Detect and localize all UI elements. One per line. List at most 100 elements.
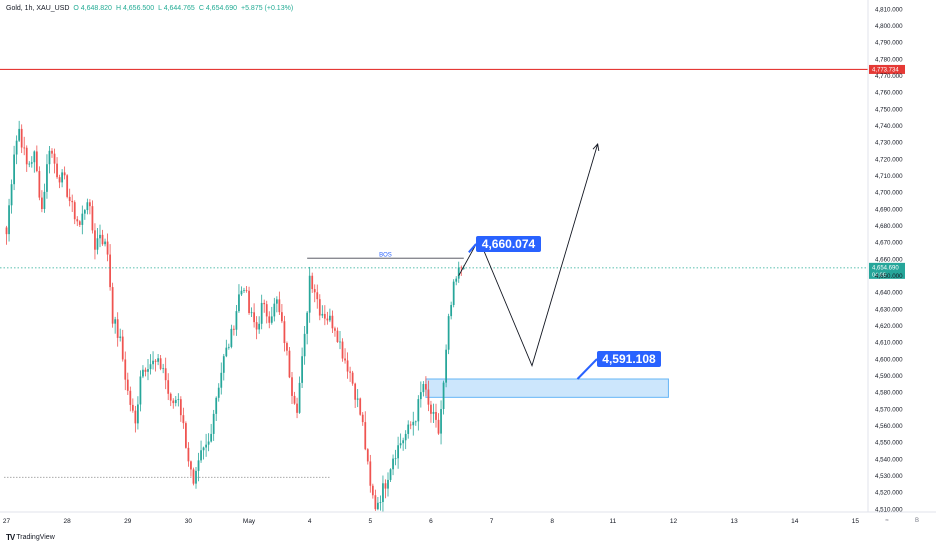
candle-body [83,210,86,214]
candle-body [96,238,99,250]
current-price-label: 4,654.690 [872,266,899,272]
y-tick-label: 4,630.000 [875,306,903,313]
candle-body [99,234,101,239]
candle-body [217,387,220,398]
y-tick-label: 4,580.000 [875,390,903,397]
candle-body [260,302,263,324]
candle-body [263,302,266,305]
candle-body [20,128,23,148]
candle-body [46,164,48,192]
x-tick-label: 4 [308,518,312,525]
axis-scale-button[interactable]: ≈ [885,518,889,524]
candle-body [76,219,79,222]
candle-body [316,292,319,300]
y-tick-label: 4,750.000 [875,106,903,113]
open-value: O 4,648.820 [73,5,112,12]
candle-body [142,369,144,377]
candle-body [313,289,316,293]
candle-body [51,150,53,154]
candle-body [13,154,15,185]
candle-body [455,278,458,282]
candle-body [230,328,233,347]
candle-body [212,413,215,434]
candle-body [238,294,240,312]
candle-body [119,336,122,338]
candle-body [116,319,119,338]
candle-body [258,323,261,330]
candle-body [255,322,258,330]
candle-body [192,469,195,484]
y-tick-label: 4,530.000 [875,473,903,480]
candle-body [91,206,94,231]
candle-body [197,460,200,471]
candle-body [318,299,321,316]
y-tick-label: 4,520.000 [875,490,903,497]
candle-body [457,267,460,279]
demand-zone-label-pointer [576,358,598,380]
x-tick-label: 8 [550,518,554,525]
close-value: C 4,654.690 [198,5,237,12]
candle-body [164,368,167,381]
target-high-label-text: 4,660.074 [482,237,536,251]
x-tick-label: 15 [852,518,860,525]
chart-legend: Gold, 1h, XAU_USD O 4,648.820 H 4,656.50… [6,5,293,12]
auto-scale-button[interactable]: B [914,518,919,524]
brand-footer[interactable]: TV TradingView [6,533,55,542]
y-tick-label: 4,600.000 [875,356,903,363]
x-tick-label: 6 [429,518,433,525]
y-tick-label: 4,660.000 [875,256,903,263]
candle-body [48,150,51,165]
candle-body [179,399,182,416]
candle-body [41,197,43,210]
candle-body [394,458,397,460]
brand-name: TradingView [16,534,55,541]
candle-body [131,404,134,411]
candle-body [273,303,276,317]
x-tick-label: 13 [730,518,738,525]
candle-body [61,172,63,183]
candle-body [101,234,104,245]
candle-body [452,281,455,305]
candle-body [137,404,139,424]
y-tick-label: 4,700.000 [875,190,903,197]
y-tick-label: 4,720.000 [875,156,903,163]
x-tick-label: 5 [369,518,373,525]
y-tick-label: 4,770.000 [875,73,903,80]
y-tick-label: 4,680.000 [875,223,903,230]
candles-layer [5,120,465,513]
candle-body [134,410,137,424]
candle-body [442,382,445,410]
y-tick-label: 4,810.000 [875,6,903,13]
candle-body [349,371,351,373]
candle-body [331,315,334,329]
candle-body [382,483,384,503]
candle-body [187,447,190,462]
candle-body [291,377,293,396]
candle-body [149,364,152,370]
candle-body [210,433,213,442]
candle-body [215,397,218,414]
symbol-label[interactable]: Gold, 1h, XAU_USD [6,5,70,12]
x-tick-label: 11 [609,518,616,525]
candle-body [447,316,450,350]
candle-body [351,372,354,384]
candle-body [35,151,38,172]
candle-body [427,389,430,405]
candle-body [185,423,187,448]
candle-body [25,147,28,165]
projection-path [458,143,599,368]
candle-body [182,415,185,424]
y-tick-label: 4,800.000 [875,23,903,30]
current-price-tag [869,262,905,279]
candle-body [66,175,69,197]
candle-body [190,461,192,470]
candle-body [369,461,372,486]
projection-arrowhead [592,143,600,151]
candle-body [339,341,341,343]
candle-body [63,172,66,176]
candle-body [334,328,336,331]
candle-body [86,202,89,211]
candle-body [379,502,382,503]
candle-body [109,254,111,288]
